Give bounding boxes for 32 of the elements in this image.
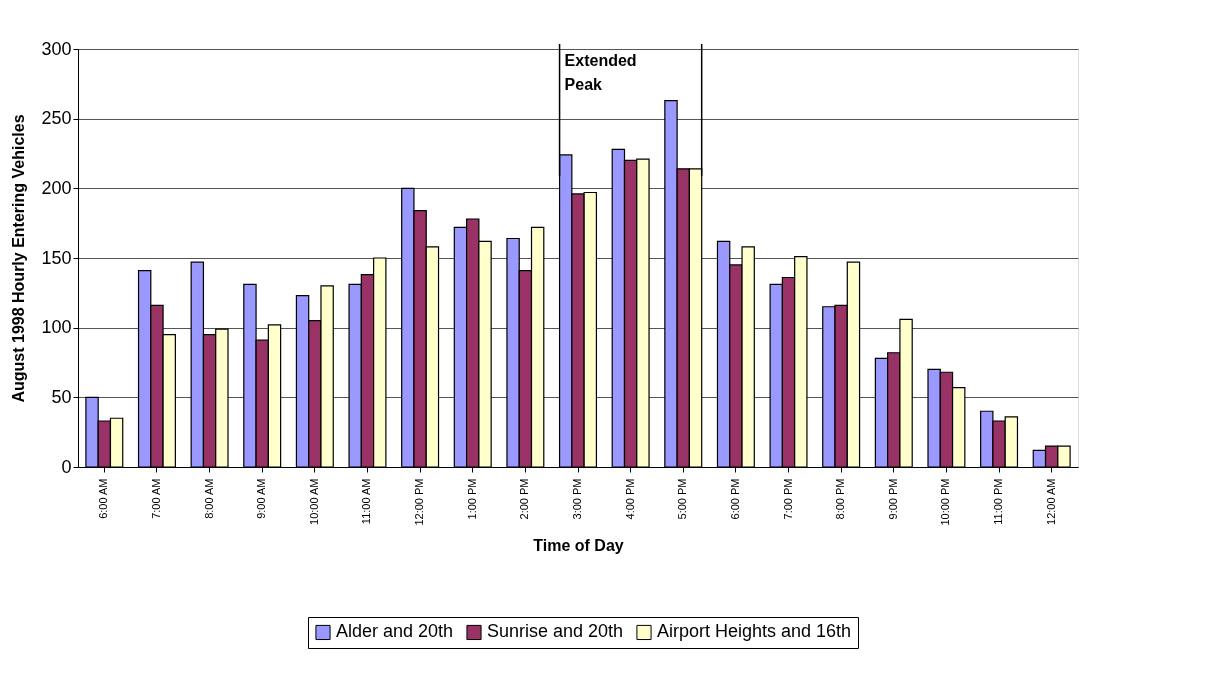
x-tick-label: 7:00 AM (149, 478, 162, 519)
y-tick-label: 50 (51, 386, 72, 407)
legend-label: Sunrise and 20th (487, 621, 624, 642)
x-tick-label: 6:00 PM (728, 478, 741, 520)
x-tick-label: 12:00 AM (1044, 478, 1057, 525)
x-tick-label: 11:00 AM (360, 478, 373, 525)
x-tick-label: 9:00 PM (886, 478, 899, 520)
x-tick-label: 8:00 PM (834, 478, 847, 520)
x-tick-label: 2:00 PM (518, 478, 531, 520)
x-tick-label: 9:00 AM (255, 478, 268, 519)
x-tick-label: 11:00 PM (992, 478, 1005, 525)
x-tick-label: 3:00 PM (571, 478, 583, 520)
y-tick-label: 0 (61, 456, 72, 477)
x-tick-label: 1:00 PM (465, 478, 478, 520)
y-tick-label: 150 (41, 247, 72, 268)
x-tick-label: 10:00 AM (307, 478, 320, 525)
legend-label: Airport Heights and 16th (657, 621, 852, 642)
x-axis-title: Time of Day (533, 536, 624, 554)
y-tick-label: 250 (41, 108, 72, 129)
x-tick-label: 4:00 PM (623, 478, 636, 520)
legend-label: Alder and 20th (336, 621, 454, 642)
x-tick-label: 8:00 AM (202, 478, 215, 519)
y-axis-title: August 1998 Hourly Entering Vehicles (10, 114, 28, 403)
x-tick-label: 6:00 AM (97, 478, 110, 519)
y-tick-label: 100 (41, 317, 72, 338)
y-tick-label: 300 (41, 38, 72, 59)
ref-line-label: Extended Peak (564, 52, 637, 93)
y-tick-label: 200 (41, 177, 72, 198)
x-tick-label: 12:00 PM (413, 478, 426, 526)
x-tick-label: 5:00 PM (676, 478, 689, 520)
x-tick-label: 7:00 PM (781, 478, 794, 520)
x-tick-label: 10:00 PM (939, 478, 952, 526)
